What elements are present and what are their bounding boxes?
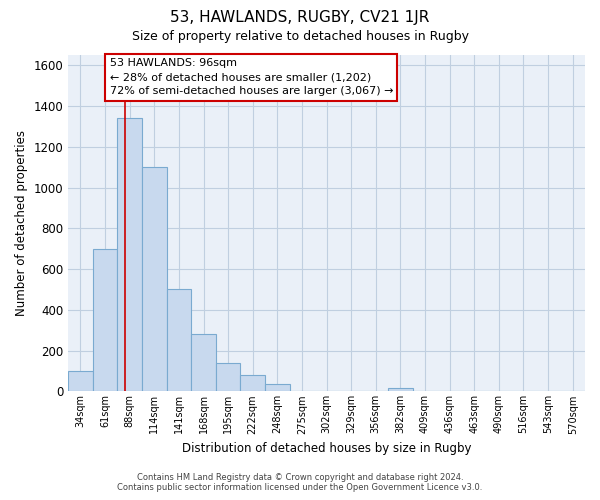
Bar (265, 384, 290, 392)
Y-axis label: Number of detached properties: Number of detached properties (15, 130, 28, 316)
Text: Contains HM Land Registry data © Crown copyright and database right 2024.
Contai: Contains HM Land Registry data © Crown c… (118, 473, 482, 492)
Bar (142, 167, 167, 392)
Bar (216, 363, 241, 392)
Bar (118, 118, 142, 392)
Bar (167, 290, 191, 392)
Text: 53, HAWLANDS, RUGBY, CV21 1JR: 53, HAWLANDS, RUGBY, CV21 1JR (170, 10, 430, 25)
Text: Size of property relative to detached houses in Rugby: Size of property relative to detached ho… (131, 30, 469, 43)
Bar (191, 334, 216, 392)
Bar (388, 388, 413, 392)
Bar (241, 375, 265, 392)
Bar (68, 371, 93, 392)
X-axis label: Distribution of detached houses by size in Rugby: Distribution of detached houses by size … (182, 442, 472, 455)
Text: 53 HAWLANDS: 96sqm
← 28% of detached houses are smaller (1,202)
72% of semi-deta: 53 HAWLANDS: 96sqm ← 28% of detached hou… (110, 58, 393, 96)
Bar (93, 248, 118, 392)
